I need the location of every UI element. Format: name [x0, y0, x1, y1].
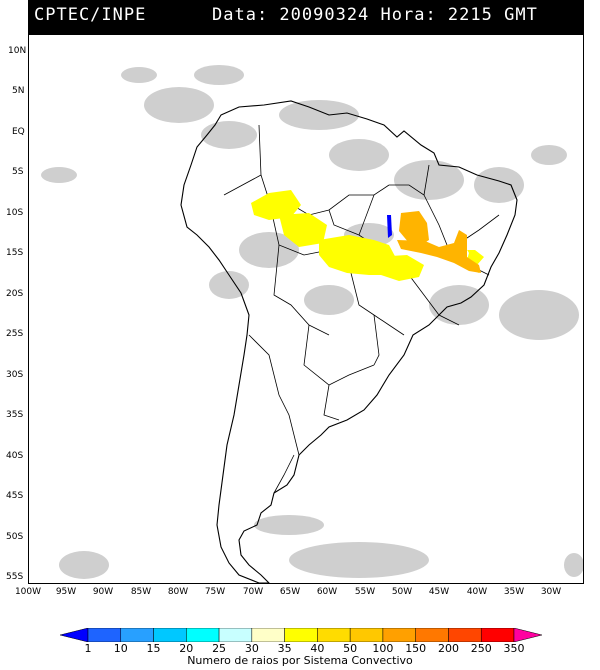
- legend-colorbar: [60, 628, 542, 642]
- lon-label: 50W: [391, 587, 413, 597]
- map-area: [28, 34, 584, 584]
- lon-label: 45W: [428, 587, 450, 597]
- lon-label: 85W: [130, 587, 152, 597]
- legend-tick-label: 30: [244, 642, 259, 655]
- legend-tick-label: 10: [113, 642, 128, 655]
- legend-tick-label: 1: [84, 642, 92, 655]
- cloud-cover: [41, 65, 583, 579]
- legend-tick-label: 350: [503, 642, 525, 655]
- legend-tick-label: 25: [212, 642, 227, 655]
- continent-outline: [180, 100, 518, 583]
- lon-label: 95W: [55, 587, 77, 597]
- legend-tick-label: 100: [372, 642, 394, 655]
- lat-label: 40S: [6, 451, 24, 461]
- legend-title: Numero de raios por Sistema Convectivo: [187, 654, 413, 667]
- lat-label: 35S: [6, 410, 24, 420]
- lon-label: 30W: [540, 587, 562, 597]
- lat-label: 45S: [6, 491, 24, 501]
- map-svg: [41, 65, 583, 583]
- legend-color-bin: [480, 628, 515, 642]
- lon-label: 35W: [503, 587, 525, 597]
- lightning-clusters-orange: [397, 211, 481, 273]
- legend-color-bin: [218, 628, 253, 642]
- lightning-clusters-yellow: [251, 190, 484, 281]
- legend-color-bin: [87, 628, 122, 642]
- legend-tick-label: 20: [179, 642, 194, 655]
- legend-color-bin: [60, 628, 89, 642]
- legend-tick-label: 40: [310, 642, 325, 655]
- lightning-cluster-blue: [387, 215, 392, 238]
- lon-label: 100W: [14, 587, 42, 597]
- legend-color-bin: [349, 628, 384, 642]
- lon-label: 70W: [242, 587, 264, 597]
- lat-label: EQ: [12, 127, 25, 137]
- legend-tick-label: 200: [437, 642, 459, 655]
- lon-label: 80W: [167, 587, 189, 597]
- legend-tick-label: 250: [470, 642, 492, 655]
- legend-tick-label: 50: [343, 642, 358, 655]
- lon-label: 55W: [354, 587, 376, 597]
- lat-label: 55S: [6, 572, 24, 582]
- legend-color-bin: [317, 628, 351, 642]
- lon-label: 40W: [466, 587, 488, 597]
- lat-label: 5N: [12, 86, 25, 96]
- date-time-label: Data: 20090324 Hora: 2215 GMT: [212, 5, 538, 25]
- legend-color-bin: [284, 628, 318, 642]
- legend-tick-label: 35: [277, 642, 292, 655]
- legend-color-bin: [251, 628, 285, 642]
- lat-label: 15S: [6, 248, 24, 258]
- lon-label: 90W: [92, 587, 114, 597]
- lat-label: 10N: [8, 46, 27, 56]
- legend-color-bin: [153, 628, 187, 642]
- legend-color-bin: [415, 628, 449, 642]
- lon-label: 65W: [279, 587, 301, 597]
- lat-label: 25S: [6, 329, 24, 339]
- lat-label: 5S: [12, 167, 24, 177]
- legend-color-bin: [186, 628, 220, 642]
- lat-label: 10S: [6, 208, 24, 218]
- legend-tick-label: 15: [146, 642, 161, 655]
- legend-tick-label: 150: [405, 642, 427, 655]
- map-header: CPTEC/INPE Data: 20090324 Hora: 2215 GMT: [28, 0, 584, 34]
- lon-label: 60W: [316, 587, 338, 597]
- lat-label: 20S: [6, 289, 24, 299]
- legend-color-bin: [382, 628, 416, 642]
- lat-label: 50S: [6, 532, 24, 542]
- legend-color-bin: [513, 628, 542, 642]
- legend-color-bin: [448, 628, 482, 642]
- legend-color-bin: [120, 628, 154, 642]
- source-label: CPTEC/INPE: [34, 5, 147, 25]
- lon-label: 75W: [204, 587, 226, 597]
- lat-label: 30S: [6, 370, 24, 380]
